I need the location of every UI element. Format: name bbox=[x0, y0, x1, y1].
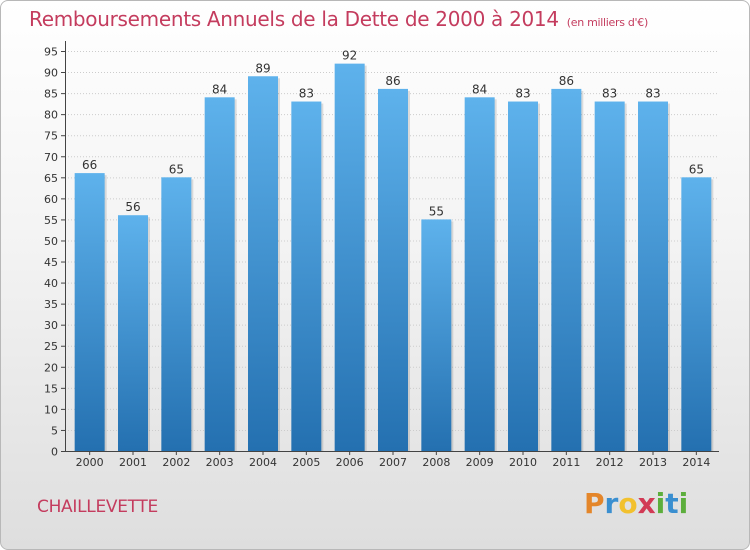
logo-letter: i bbox=[655, 487, 666, 520]
y-tick-label: 60 bbox=[44, 193, 58, 206]
x-tick-label: 2013 bbox=[639, 456, 667, 469]
x-tick-label: 2003 bbox=[206, 456, 234, 469]
data-label: 86 bbox=[385, 74, 400, 88]
y-tick-label: 10 bbox=[44, 403, 58, 416]
y-tick-label: 40 bbox=[44, 277, 58, 290]
chart-title: Remboursements Annuels de la Dette de 20… bbox=[29, 7, 648, 31]
y-tick-label: 70 bbox=[44, 151, 58, 164]
data-label: 83 bbox=[299, 87, 314, 101]
y-tick-label: 0 bbox=[51, 446, 58, 459]
x-tick-label: 2014 bbox=[682, 456, 710, 469]
proxiti-logo: Proxiti bbox=[584, 487, 688, 520]
bar bbox=[508, 101, 538, 452]
chart-title-text: Remboursements Annuels de la Dette de 20… bbox=[29, 7, 559, 31]
y-tick-label: 15 bbox=[44, 382, 58, 395]
data-label: 89 bbox=[255, 61, 270, 75]
y-tick-label: 55 bbox=[44, 214, 58, 227]
logo-letter: i bbox=[678, 487, 689, 520]
y-tick-label: 50 bbox=[44, 235, 58, 248]
logo-letter: P bbox=[584, 487, 605, 520]
data-label: 84 bbox=[472, 82, 487, 96]
data-label: 83 bbox=[515, 87, 530, 101]
y-tick-label: 95 bbox=[44, 46, 58, 59]
y-tick-label: 85 bbox=[44, 88, 58, 101]
y-tick-label: 25 bbox=[44, 340, 58, 353]
data-label: 92 bbox=[342, 49, 357, 63]
bar bbox=[118, 215, 148, 451]
chart-subtitle: (en milliers d'€) bbox=[566, 16, 648, 29]
y-tick-label: 90 bbox=[44, 67, 58, 80]
y-tick-label: 35 bbox=[44, 298, 58, 311]
logo-letter: t bbox=[665, 487, 679, 520]
data-label: 65 bbox=[169, 162, 184, 176]
y-tick-label: 45 bbox=[44, 256, 58, 269]
y-tick-label: 75 bbox=[44, 130, 58, 143]
y-tick-label: 30 bbox=[44, 319, 58, 332]
commune-name: CHAILLEVETTE bbox=[37, 497, 158, 517]
x-tick-label: 2012 bbox=[596, 456, 624, 469]
y-tick-label: 5 bbox=[51, 424, 58, 437]
bar bbox=[378, 88, 408, 451]
data-label: 65 bbox=[689, 162, 704, 176]
bar bbox=[204, 97, 235, 451]
x-tick-label: 2007 bbox=[379, 456, 407, 469]
y-tick-label: 80 bbox=[44, 109, 58, 122]
bar bbox=[638, 101, 668, 452]
data-label: 56 bbox=[125, 200, 140, 214]
bar bbox=[551, 88, 582, 451]
data-label: 83 bbox=[602, 87, 617, 101]
data-label: 66 bbox=[82, 158, 97, 172]
x-tick-label: 2009 bbox=[466, 456, 494, 469]
x-tick-label: 2004 bbox=[249, 456, 277, 469]
bar bbox=[681, 177, 712, 451]
bar bbox=[161, 177, 192, 451]
y-tick-label: 20 bbox=[44, 361, 58, 374]
bar bbox=[74, 173, 105, 451]
x-tick-label: 2006 bbox=[336, 456, 364, 469]
x-tick-label: 2000 bbox=[76, 456, 104, 469]
y-tick-label: 65 bbox=[44, 172, 58, 185]
logo-letter: r bbox=[604, 487, 619, 520]
x-tick-label: 2011 bbox=[552, 456, 580, 469]
x-tick-label: 2008 bbox=[422, 456, 450, 469]
logo-letter: o bbox=[618, 487, 638, 520]
bar bbox=[248, 76, 278, 452]
data-label: 55 bbox=[429, 204, 444, 218]
data-label: 83 bbox=[645, 87, 660, 101]
bar bbox=[464, 97, 495, 451]
logo-letter: x bbox=[637, 487, 656, 520]
data-label: 86 bbox=[559, 74, 574, 88]
bar bbox=[421, 219, 452, 451]
x-tick-label: 2002 bbox=[162, 456, 190, 469]
x-tick-label: 2005 bbox=[292, 456, 320, 469]
bar bbox=[334, 63, 365, 451]
data-label: 84 bbox=[212, 82, 227, 96]
x-tick-label: 2001 bbox=[119, 456, 147, 469]
bar bbox=[291, 101, 322, 452]
x-tick-label: 2010 bbox=[509, 456, 537, 469]
bar bbox=[594, 101, 625, 452]
